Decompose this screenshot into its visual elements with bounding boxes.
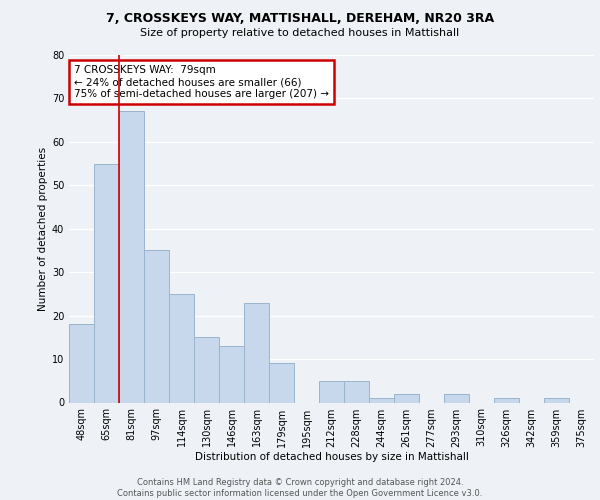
Text: 7 CROSSKEYS WAY:  79sqm
← 24% of detached houses are smaller (66)
75% of semi-de: 7 CROSSKEYS WAY: 79sqm ← 24% of detached… xyxy=(74,66,329,98)
Text: Contains HM Land Registry data © Crown copyright and database right 2024.
Contai: Contains HM Land Registry data © Crown c… xyxy=(118,478,482,498)
Bar xyxy=(194,338,219,402)
Bar xyxy=(544,398,569,402)
Bar xyxy=(219,346,244,403)
Text: Size of property relative to detached houses in Mattishall: Size of property relative to detached ho… xyxy=(140,28,460,38)
Bar xyxy=(119,112,144,403)
Bar xyxy=(394,394,419,402)
Bar xyxy=(494,398,519,402)
Bar xyxy=(169,294,194,403)
Bar xyxy=(244,302,269,402)
X-axis label: Distribution of detached houses by size in Mattishall: Distribution of detached houses by size … xyxy=(194,452,469,462)
Bar xyxy=(144,250,169,402)
Text: 7, CROSSKEYS WAY, MATTISHALL, DEREHAM, NR20 3RA: 7, CROSSKEYS WAY, MATTISHALL, DEREHAM, N… xyxy=(106,12,494,26)
Bar xyxy=(344,381,369,402)
Y-axis label: Number of detached properties: Number of detached properties xyxy=(38,146,47,311)
Bar xyxy=(444,394,469,402)
Bar xyxy=(69,324,94,402)
Bar xyxy=(269,364,294,403)
Bar xyxy=(369,398,394,402)
Bar xyxy=(94,164,119,402)
Bar xyxy=(319,381,344,402)
